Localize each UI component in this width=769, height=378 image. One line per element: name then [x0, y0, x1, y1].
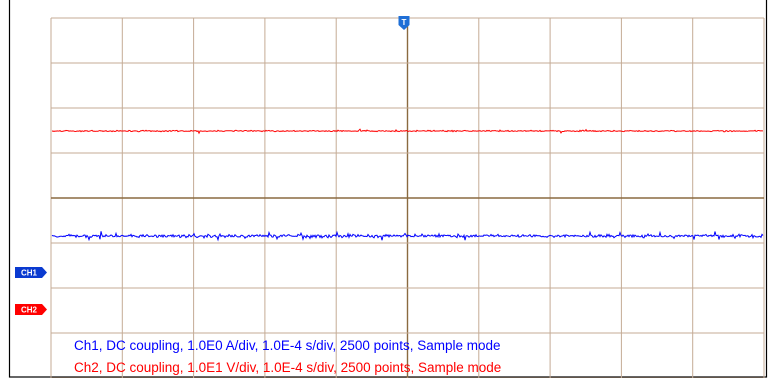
ch2-waveform — [51, 128, 763, 135]
ch2-marker-label: CH2 — [21, 306, 38, 315]
ch2-marker[interactable]: CH2 — [15, 304, 47, 315]
ch1-waveform — [51, 230, 764, 242]
ch1-marker-icon — [15, 267, 47, 278]
window-frame — [8, 0, 768, 378]
trigger-marker-label: T — [402, 18, 407, 27]
ch2-marker-icon — [15, 304, 47, 315]
trigger-marker[interactable]: T — [398, 16, 410, 30]
ch2-settings-legend: Ch2, DC coupling, 1.0E1 V/div, 1.0E-4 s/… — [74, 360, 501, 375]
ch1-marker-label: CH1 — [21, 269, 38, 278]
trigger-marker-icon — [398, 16, 410, 30]
ch1-marker[interactable]: CH1 — [15, 267, 47, 278]
ch1-settings-legend: Ch1, DC coupling, 1.0E0 A/div, 1.0E-4 s/… — [74, 338, 501, 353]
